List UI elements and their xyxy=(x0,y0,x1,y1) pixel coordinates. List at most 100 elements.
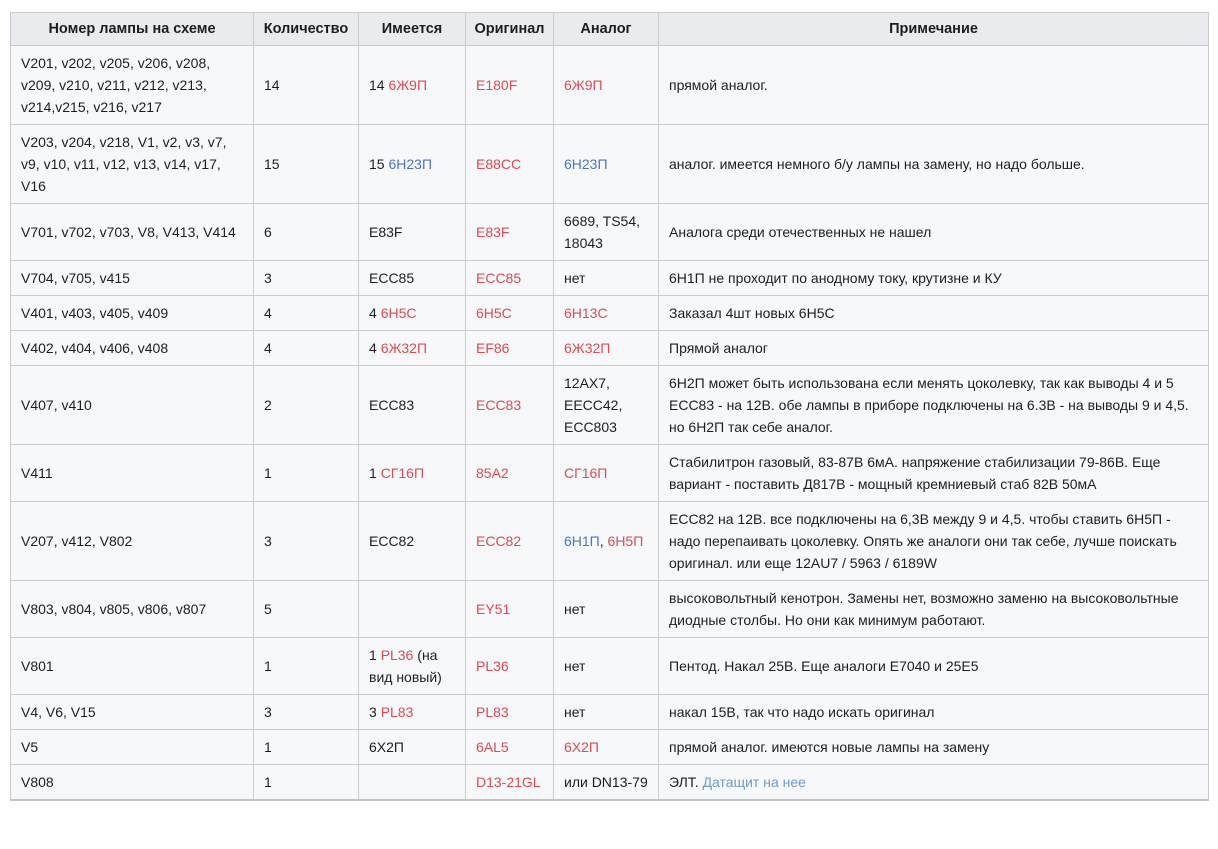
cell-analog: нет xyxy=(553,637,659,695)
lamp_numbers-text: V203, v204, v218, V1, v2, v3, v7, v9, v1… xyxy=(21,134,227,194)
cell-original: ECC82 xyxy=(465,501,554,581)
tube-link[interactable]: PL36 xyxy=(380,647,414,663)
cell-original: PL83 xyxy=(465,694,554,730)
lamp_numbers-text: V803, v804, v805, v806, v807 xyxy=(21,601,207,617)
tube-link[interactable]: ECC82 xyxy=(476,533,522,549)
cell-note: Стабилитрон газовый, 83-87В 6мА. напряже… xyxy=(658,444,1209,502)
cell-analog: СГ16П xyxy=(553,444,659,502)
cell-analog: 6Н23П xyxy=(553,124,659,204)
column-header-analog: Аналог xyxy=(553,12,659,46)
cell-available: 4 6Ж32П xyxy=(358,330,466,366)
lamp_numbers-text: V4, V6, V15 xyxy=(21,704,96,720)
table-row: V704, v705, v415 3 ECC85 ECC85 нет 6Н1П не пр… xyxy=(10,260,1209,296)
cell-lamp_numbers: V4, V6, V15 xyxy=(10,694,254,730)
analog-text: нет xyxy=(564,270,586,286)
available-text: 6Х2П xyxy=(369,739,404,755)
tube-link[interactable]: 6Н5С xyxy=(476,305,512,321)
cell-quantity: 6 xyxy=(253,203,359,261)
table-row: V411 1 1 СГ16П 85A2 СГ16П Стабилитрон газовый… xyxy=(10,444,1209,502)
cell-lamp_numbers: V203, v204, v218, V1, v2, v3, v7, v9, v1… xyxy=(10,124,254,204)
cell-analog: 6Ж32П xyxy=(553,330,659,366)
column-header-note: Примечание xyxy=(658,12,1209,46)
note-text: ECC82 на 12В. все подключены на 6,3В меж… xyxy=(669,511,1177,571)
cell-lamp_numbers: V704, v705, v415 xyxy=(10,260,254,296)
cell-quantity: 15 xyxy=(253,124,359,204)
table-row: V401, v403, v405, v409 4 4 6Н5С 6Н5С 6Н13С За… xyxy=(10,295,1209,331)
cell-original: ECC83 xyxy=(465,365,554,445)
tube-link[interactable]: D13-21GL xyxy=(476,774,541,790)
tube-link[interactable]: 6Ж9П xyxy=(388,77,428,93)
tube-link[interactable]: 6Ж9П xyxy=(564,77,603,93)
lamp_numbers-text: V701, v702, v703, V8, V413, V414 xyxy=(21,224,236,240)
tube-link[interactable]: ECC83 xyxy=(476,397,522,413)
cell-lamp_numbers: V5 xyxy=(10,729,254,765)
tube-link[interactable]: EF86 xyxy=(476,340,510,356)
analog-text: нет xyxy=(564,601,586,617)
cell-note: Заказал 4шт новых 6Н5С xyxy=(658,295,1209,331)
cell-analog: 6Ж9П xyxy=(553,45,659,125)
tube-link[interactable]: PL36 xyxy=(476,658,509,674)
tube-link[interactable]: СГ16П xyxy=(380,465,425,481)
tube-link[interactable]: 6Ж32П xyxy=(380,340,428,356)
cell-original: EF86 xyxy=(465,330,554,366)
lamp_numbers-text: V402, v404, v406, v408 xyxy=(21,340,169,356)
tube-link[interactable]: 6Н23П xyxy=(564,156,608,172)
tube-link[interactable]: EY51 xyxy=(476,601,511,617)
cell-quantity: 1 xyxy=(253,637,359,695)
tube-link[interactable]: E83F xyxy=(476,224,510,240)
cell-original: EY51 xyxy=(465,580,554,638)
cell-available: 3 PL83 xyxy=(358,694,466,730)
table-row: V201, v202, v205, v206, v208, v209, v210… xyxy=(10,45,1209,125)
tube-link[interactable]: 6Н5С xyxy=(380,305,417,321)
tube-link[interactable]: 85A2 xyxy=(476,465,509,481)
lamp_numbers-text: V407, v410 xyxy=(21,397,92,413)
cell-quantity: 3 xyxy=(253,501,359,581)
cell-quantity: 1 xyxy=(253,764,359,801)
note-text: ЭЛТ. xyxy=(669,774,703,790)
tube-link[interactable]: СГ16П xyxy=(564,465,608,481)
note-text: 6Н1П не проходит по анодному току, крути… xyxy=(669,270,1002,286)
available-text: 14 xyxy=(369,77,389,93)
cell-original: E83F xyxy=(465,203,554,261)
cell-available: ECC82 xyxy=(358,501,466,581)
note-text: Аналога среди отечественных не нашел xyxy=(669,224,932,240)
lamp_numbers-text: V207, v412, V802 xyxy=(21,533,133,549)
tube-link[interactable]: ECC85 xyxy=(476,270,522,286)
cell-available: 15 6Н23П xyxy=(358,124,466,204)
quantity-text: 1 xyxy=(264,774,272,790)
cell-quantity: 3 xyxy=(253,260,359,296)
datasheet-link[interactable]: Датащит на нее xyxy=(702,774,806,790)
tube-link[interactable]: 6Ж32П xyxy=(564,340,611,356)
column-header-available: Имеется xyxy=(358,12,466,46)
note-text: прямой аналог. xyxy=(669,77,768,93)
tube-link[interactable]: 6Н1П xyxy=(564,533,600,549)
tube-link[interactable]: 6Н23П xyxy=(388,156,432,172)
cell-lamp_numbers: V411 xyxy=(10,444,254,502)
table-row: V701, v702, v703, V8, V413, V414 6 E83F E83… xyxy=(10,203,1209,261)
cell-available xyxy=(358,764,466,801)
tube-link[interactable]: 6Н13С xyxy=(564,305,608,321)
note-text: накал 15В, так что надо искать оригинал xyxy=(669,704,935,720)
tube-link[interactable]: E88CC xyxy=(476,156,522,172)
cell-available: 1 PL36 (на вид новый) xyxy=(358,637,466,695)
tube-link[interactable]: 6Х2П xyxy=(564,739,599,755)
quantity-text: 1 xyxy=(264,658,272,674)
quantity-text: 1 xyxy=(264,465,272,481)
cell-analog: 6Х2П xyxy=(553,729,659,765)
table-header: Номер лампы на схеме Количество Имеется Ори… xyxy=(10,12,1209,46)
tube-link[interactable]: PL83 xyxy=(380,704,414,720)
analog-text: 6689, TS54, 18043 xyxy=(564,213,641,251)
cell-quantity: 2 xyxy=(253,365,359,445)
note-text: прямой аналог. имеются новые лампы на за… xyxy=(669,739,990,755)
available-text: 4 xyxy=(369,340,381,356)
tube-link[interactable]: 6AL5 xyxy=(476,739,509,755)
note-text: высоковольтный кенотрон. Замены нет, воз… xyxy=(669,590,1179,628)
tube-link[interactable]: 6Н5П xyxy=(607,533,644,549)
tube-link[interactable]: PL83 xyxy=(476,704,509,720)
tube-link[interactable]: E180F xyxy=(476,77,518,93)
header-row: Номер лампы на схеме Количество Имеется Ори… xyxy=(10,12,1209,46)
note-text: Прямой аналог xyxy=(669,340,768,356)
quantity-text: 6 xyxy=(264,224,272,240)
quantity-text: 3 xyxy=(264,270,272,286)
available-text: 3 xyxy=(369,704,381,720)
